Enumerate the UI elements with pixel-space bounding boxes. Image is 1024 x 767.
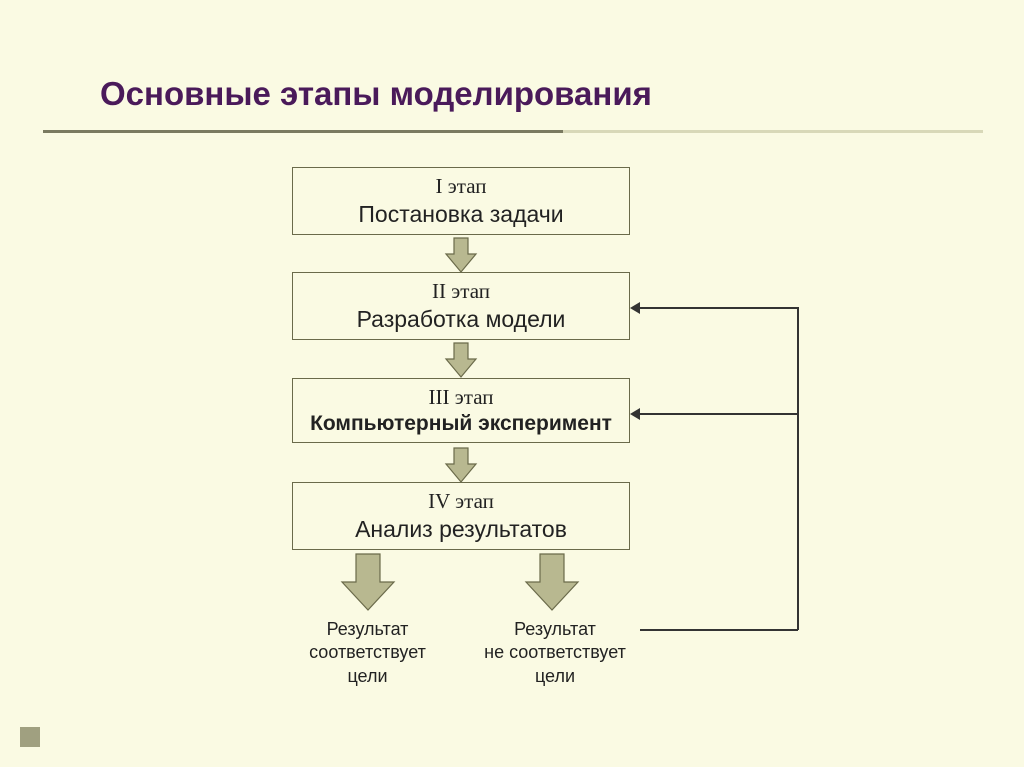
fb-line-h1 <box>640 629 798 631</box>
fb-line-h2 <box>638 307 798 309</box>
stage-1-text: Постановка задачи <box>293 201 629 228</box>
underline-dark <box>43 130 563 133</box>
arrow-2-3-icon <box>442 341 480 379</box>
fb-line-h3 <box>638 413 798 415</box>
result-left-line2: соответствует <box>309 642 426 662</box>
result-left-line1: Результат <box>327 619 409 639</box>
result-arrow-left-icon <box>340 552 396 612</box>
stage-1-box: I этап Постановка задачи <box>292 167 630 235</box>
result-arrow-right-icon <box>524 552 580 612</box>
stage-4-label: IV этап <box>293 489 629 514</box>
result-right-line3: цели <box>535 666 575 686</box>
fb-arrowhead-2-icon <box>630 302 640 314</box>
arrow-3-4-icon <box>442 446 480 484</box>
result-left: Результат соответствует цели <box>295 618 440 688</box>
result-right-line2: не соответствует <box>484 642 626 662</box>
stage-2-box: II этап Разработка модели <box>292 272 630 340</box>
stage-4-text: Анализ результатов <box>293 516 629 543</box>
stage-1-label: I этап <box>293 174 629 199</box>
stage-2-text: Разработка модели <box>293 306 629 333</box>
stage-3-label: III этап <box>293 385 629 410</box>
stage-2-label: II этап <box>293 279 629 304</box>
arrow-1-2-icon <box>442 236 480 274</box>
stage-3-box: III этап Компьютерный эксперимент <box>292 378 630 443</box>
underline-light <box>563 130 983 133</box>
fb-line-v <box>797 307 799 630</box>
fb-arrowhead-3-icon <box>630 408 640 420</box>
result-right: Результат не соответствует цели <box>470 618 640 688</box>
stage-4-box: IV этап Анализ результатов <box>292 482 630 550</box>
result-right-line1: Результат <box>514 619 596 639</box>
corner-square-bl <box>20 727 40 747</box>
page-title: Основные этапы моделирования <box>100 75 652 113</box>
result-left-line3: цели <box>347 666 387 686</box>
stage-3-text: Компьютерный эксперимент <box>293 412 629 436</box>
